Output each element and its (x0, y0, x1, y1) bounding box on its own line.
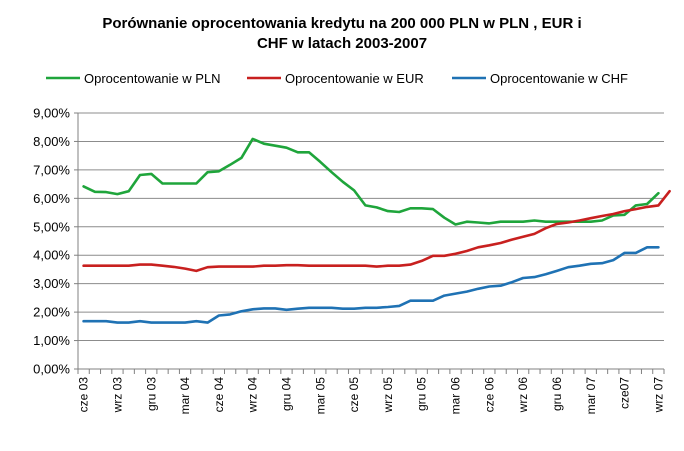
x-tick-label: cze 05 (347, 377, 361, 413)
x-tick-label: mar 05 (313, 377, 327, 415)
legend-label-eur: Oprocentowanie w EUR (285, 71, 424, 86)
x-tick-label: wrz 05 (381, 377, 395, 414)
y-tick-label: 0,00% (33, 362, 70, 377)
y-tick-label: 6,00% (33, 191, 70, 206)
chart-title: Porównanie oprocentowania kredytu na 200… (102, 15, 581, 32)
chart-subtitle: CHF w latach 2003-2007 (257, 35, 427, 52)
y-tick-label: 5,00% (33, 219, 70, 234)
y-tick-label: 8,00% (33, 134, 70, 149)
x-tick-label: wrz 04 (246, 377, 260, 414)
x-tick-label: mar 07 (584, 377, 598, 415)
x-tick-label: gru 04 (279, 377, 293, 411)
y-tick-label: 2,00% (33, 305, 70, 320)
x-tick-label: cze 06 (482, 377, 496, 413)
series-line-pln (82, 137, 660, 226)
x-tick-label: gru 06 (550, 377, 564, 411)
x-tick-label: wrz 03 (110, 377, 124, 414)
x-tick-label: cze07 (618, 377, 632, 409)
x-tick-label: cze 03 (77, 377, 91, 413)
x-tick-label: mar 06 (449, 377, 463, 415)
series-lines (82, 137, 671, 324)
x-tick-label: gru 03 (144, 377, 158, 411)
series-line-eur (82, 189, 671, 273)
x-axis: cze 03 wrz 03 gru 03 mar 04 cze 04 wrz 04 gru … (77, 113, 665, 415)
y-tick-label: 1,00% (33, 333, 70, 348)
y-axis-tick-labels: 0,00% 1,00% 2,00% 3,00% 4,00% 5,00% 6,00% 7,00%… (33, 106, 78, 377)
legend: Oprocentowanie w PLN Oprocentowanie w EU… (46, 71, 628, 86)
x-tick-label: wrz 07 (651, 377, 665, 414)
x-tick-label: cze 04 (212, 377, 226, 413)
series-line-chf (82, 246, 660, 324)
y-tick-label: 3,00% (33, 276, 70, 291)
legend-label-chf: Oprocentowanie w CHF (490, 71, 628, 86)
grid-lines (78, 112, 664, 342)
y-tick-label: 7,00% (33, 162, 70, 177)
x-tick-label: wrz 06 (516, 377, 530, 414)
y-tick-label: 4,00% (33, 248, 70, 263)
x-tick-label: mar 04 (178, 377, 192, 415)
x-tick-label: gru 05 (415, 377, 429, 411)
y-tick-label: 9,00% (33, 106, 70, 121)
legend-label-pln: Oprocentowanie w PLN (84, 71, 221, 86)
